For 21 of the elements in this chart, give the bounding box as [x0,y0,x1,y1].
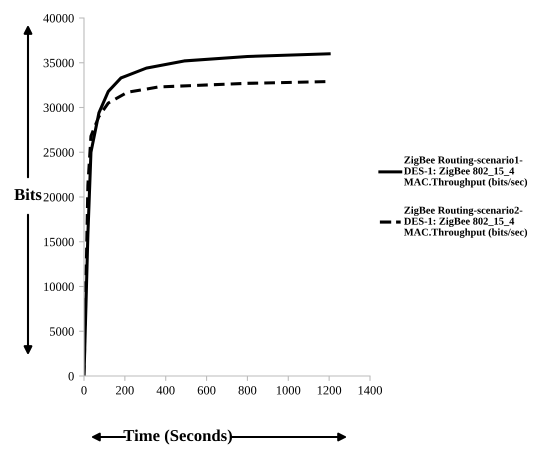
y-tick-label: 10000 [44,282,74,291]
x-tick-label: 1000 [276,386,300,395]
y-tick-label: 5000 [50,327,74,336]
y-axis-title: Bits [14,188,42,200]
legend-label: ZigBee Routing-scenario1-DES-1: ZigBee 802_15_4 MAC.Throughput (bits/sec) [404,156,528,188]
y-tick-label: 35000 [44,58,74,68]
x-tick-label: 800 [238,386,256,395]
x-tick-label: 1400 [358,386,382,395]
x-tick-label: 1200 [318,386,342,395]
x-tick-label: 200 [116,386,134,395]
y-tick-label: 40000 [43,14,74,22]
x-tick-label: 600 [198,386,216,395]
x-axis-title: Time (Seconds) [124,429,232,445]
y-tick-label: 20000 [44,193,74,202]
y-tick-label: 15000 [44,238,74,246]
y-tick-label: 0 [68,372,74,380]
x-tick-label: 400 [156,386,175,395]
x-tick-label: 0 [81,386,87,395]
legend-label: ZigBee Routing-scenario2-DES-1: ZigBee 802_15_4 MAC.Throughput (bits/sec) [404,206,528,238]
y-tick-label: 30000 [44,104,74,112]
y-tick-label: 25000 [44,148,74,157]
